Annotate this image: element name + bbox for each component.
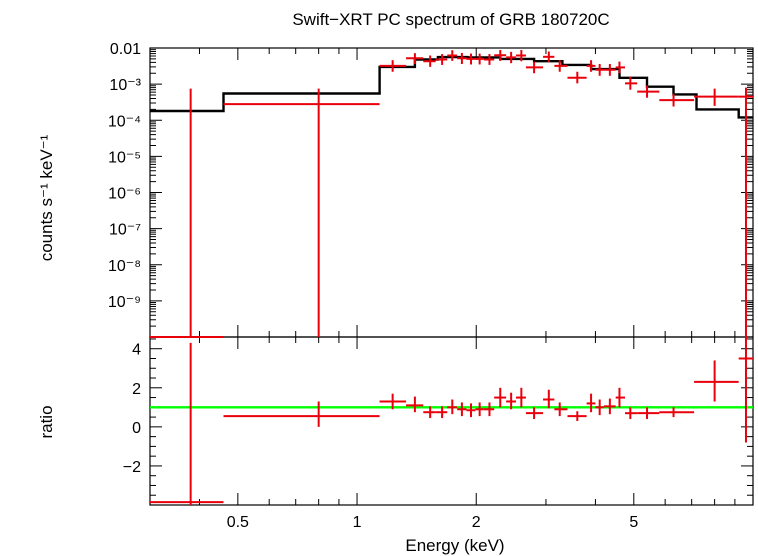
chart-title: Swift−XRT PC spectrum of GRB 180720C: [292, 10, 609, 29]
y-tick-label: 10⁻⁹: [108, 294, 141, 311]
y-tick-label: 10⁻⁸: [108, 258, 141, 275]
y-tick-label: −2: [123, 459, 141, 476]
y-tick-label: 2: [132, 381, 141, 398]
model-step-line: [150, 55, 753, 119]
ratio-panel-frame: [149, 336, 754, 506]
x-tick-label: 2: [472, 514, 481, 531]
plot-layer: 0.5 1 2 5 0.01 10⁻³ 10⁻⁴ 10⁻⁵ 10⁻⁶ 10⁻⁷ 10⁻⁸ 10⁻⁹ 4 2…: [108, 41, 754, 531]
y-tick-label: 4: [132, 342, 141, 359]
y-tick-label: 10⁻³: [109, 77, 141, 94]
x-tick-label: 0.5: [227, 514, 249, 531]
y-tick-label: 10⁻⁴: [108, 113, 141, 130]
top-panel-ylabel: counts s⁻¹ keV⁻¹: [37, 134, 56, 261]
x-tick-label: 5: [629, 514, 638, 531]
ratio-panel-ylabel: ratio: [37, 405, 56, 438]
spectrum-panel-frame: [149, 47, 754, 338]
x-tick-label: 1: [353, 514, 362, 531]
x-axis-label: Energy (keV): [405, 536, 504, 555]
y-tick-label: 10⁻⁵: [108, 149, 141, 166]
y-tick-label: 0: [132, 420, 141, 437]
y-tick-label: 10⁻⁶: [108, 186, 141, 203]
y-tick-label: 10⁻⁷: [109, 222, 141, 239]
y-tick-label: 0.01: [110, 41, 141, 58]
